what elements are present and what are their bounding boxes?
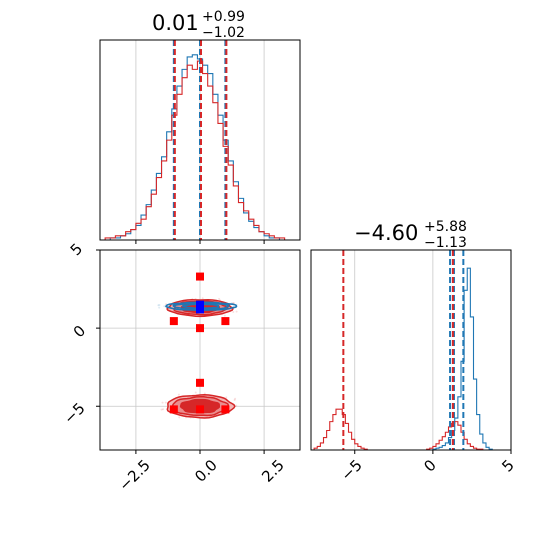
scatter-point [164,401,167,404]
histogram-series-0 [311,267,511,451]
marker-blue [196,300,204,309]
title-x-minus: −1.02 [202,25,245,41]
scatter-point [160,408,163,411]
title-x-param: 0.01 +0.99 −1.02 [152,9,245,41]
marginal-y-x-tick-label: 5 [498,456,517,475]
title-y-param: −4.60 +5.88 −1.13 [354,219,467,251]
marker-blue [196,305,204,314]
scatter-point [235,310,238,313]
joint-y-tick-labels: 5 0 −5 [60,240,89,428]
marginal-y-frame [310,249,512,451]
marker-red [196,378,204,387]
title-y-plus: +5.88 [424,219,467,235]
joint-y-tick-label: −5 [60,399,88,427]
marker-red [221,405,230,414]
scatter-point [234,397,237,400]
histogram-series-1 [311,408,511,451]
joint-x-tick-label: 0.0 [191,456,221,486]
marker-red [196,324,204,333]
contour-blue-level-3 [181,303,220,310]
joint-frame [99,249,301,451]
joint-x-tick-label: −2.5 [115,456,153,494]
marginal-x-frame [99,39,301,241]
scatter-point [232,311,235,314]
title-x-plus: +0.99 [202,9,245,25]
scatter-point [177,393,180,396]
scatter-point [203,392,206,395]
joint-x-tick-label: 2.5 [258,456,288,486]
marker-red [169,317,178,326]
histogram-series-1 [100,60,300,241]
title-y-minus: −1.13 [424,235,467,251]
scatter-point [201,297,204,300]
marginal-y-panel [310,249,512,454]
scatter-point [163,305,166,308]
contour-blue-level-1 [165,301,238,311]
scatter-point [162,408,165,411]
title-x-value: 0.01 [152,11,199,35]
scatter-point [218,297,221,300]
marker-red [196,272,204,281]
joint-panel [96,249,301,454]
contour-blue-level-2 [172,302,230,310]
marker-red [169,405,178,414]
scatter-point [158,304,161,307]
marginal-y-x-tick-label: −5 [337,456,365,484]
scatter-point [223,314,226,317]
scatter-point [225,396,228,399]
marginal-x-panel [99,39,301,244]
scatter-point [161,401,164,404]
marginal-y-x-tick-labels: −5 0 5 [337,456,517,484]
joint-plot-area [100,250,300,450]
scatter-point [233,399,236,402]
scatter-point [158,306,161,309]
joint-x-tick-labels: −2.5 0.0 2.5 [115,456,287,494]
scatter-point [157,304,160,307]
scatter-point [194,391,197,394]
title-y-value: −4.60 [354,221,418,245]
scatter-point [235,404,238,407]
joint-y-tick-label: 5 [67,240,86,259]
marker-red [196,405,204,414]
joint-y-tick-label: 0 [70,322,89,341]
marginal-y-x-tick-label: 0 [420,456,439,475]
marker-red [221,317,230,326]
scatter-point [178,416,181,419]
